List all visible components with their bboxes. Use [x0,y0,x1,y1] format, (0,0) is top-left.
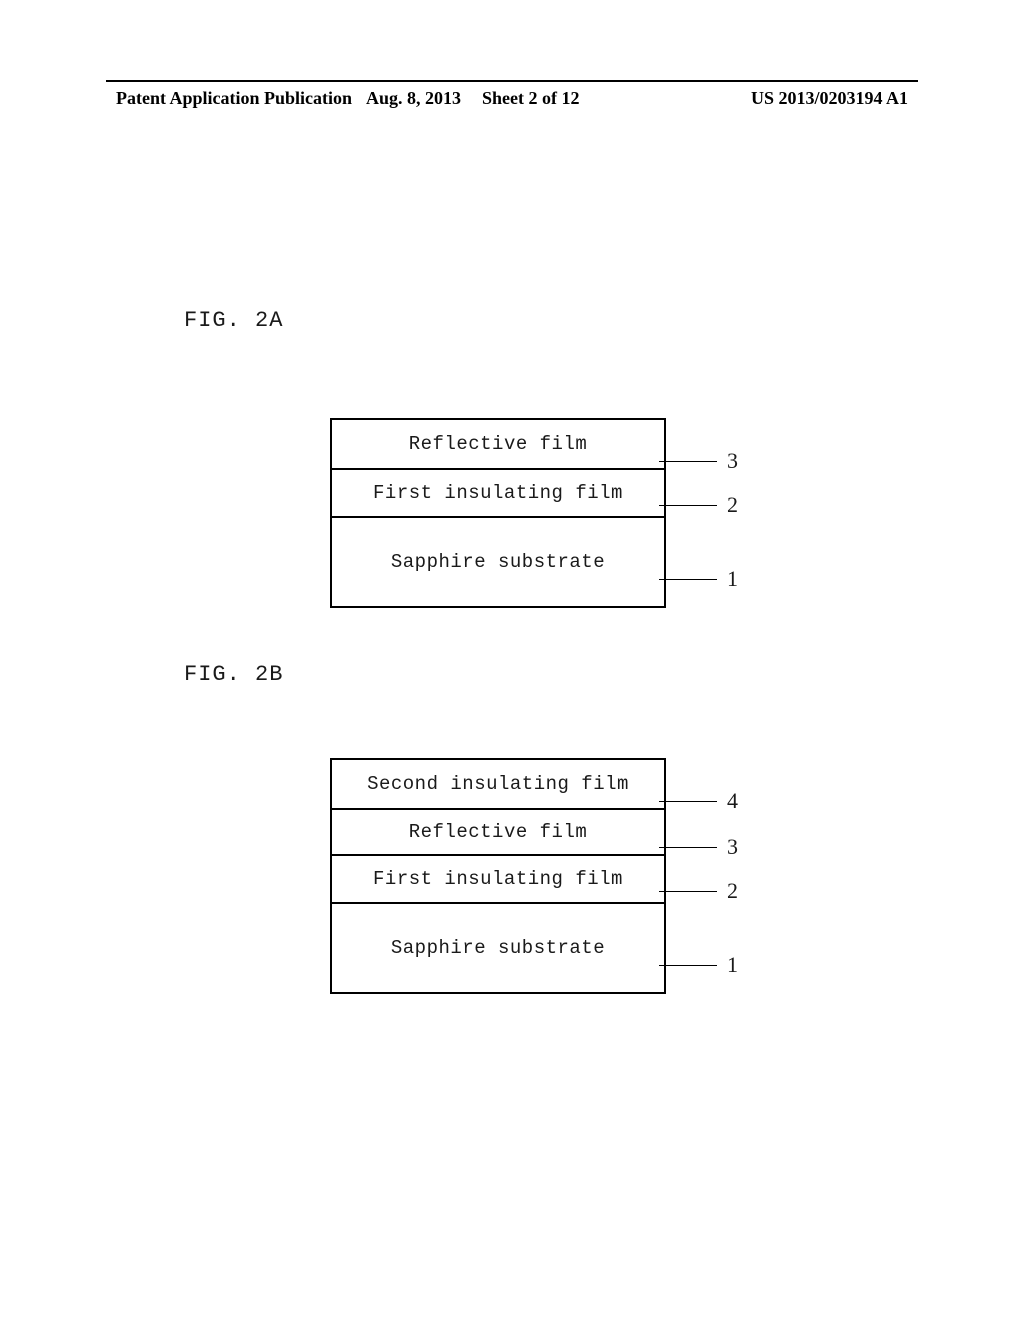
layer: Sapphire substrate1 [330,902,666,994]
reference-number: 3 [727,834,739,860]
reference-number: 4 [727,788,739,814]
publication-number: US 2013/0203194 A1 [751,88,908,109]
layer-label: Reflective film [409,433,588,455]
leader-line [669,891,717,892]
layer: Second insulating film4 [330,758,666,808]
reference-leader: 4 [664,788,739,814]
leader-tick [659,579,669,580]
figure-label-2b: FIG. 2B [184,662,283,687]
layer-label: First insulating film [373,868,623,890]
layer: Reflective film3 [330,418,666,468]
publication-date: Aug. 8, 2013 [366,88,461,109]
publication-label: Patent Application Publication [116,88,352,109]
reference-number: 1 [727,566,739,592]
figure-2b-stack: Second insulating film4Reflective film3F… [330,758,666,994]
layer-label: Sapphire substrate [391,937,605,959]
layer-label: Second insulating film [367,773,629,795]
reference-number: 1 [727,952,739,978]
leader-line [669,505,717,506]
layer: First insulating film2 [330,854,666,902]
layer-label: Reflective film [409,821,588,843]
reference-leader: 1 [664,566,739,592]
layer-label: Sapphire substrate [391,551,605,573]
leader-tick [659,891,669,892]
layer-label: First insulating film [373,482,623,504]
reference-number: 3 [727,448,739,474]
layer: First insulating film2 [330,468,666,516]
leader-tick [659,965,669,966]
leader-line [669,461,717,462]
leader-tick [659,461,669,462]
reference-number: 2 [727,878,739,904]
leader-tick [659,847,669,848]
reference-number: 2 [727,492,739,518]
page-top-rule [106,80,918,82]
layer: Reflective film3 [330,808,666,854]
sheet-number: Sheet 2 of 12 [482,88,580,109]
figure-2a-stack: Reflective film3First insulating film2Sa… [330,418,666,608]
leader-tick [659,801,669,802]
reference-leader: 1 [664,952,739,978]
leader-line [669,579,717,580]
figure-label-2a: FIG. 2A [184,308,283,333]
leader-line [669,847,717,848]
leader-line [669,801,717,802]
leader-tick [659,505,669,506]
reference-leader: 2 [664,878,739,904]
reference-leader: 2 [664,492,739,518]
reference-leader: 3 [664,448,739,474]
reference-leader: 3 [664,834,739,860]
layer: Sapphire substrate1 [330,516,666,608]
leader-line [669,965,717,966]
